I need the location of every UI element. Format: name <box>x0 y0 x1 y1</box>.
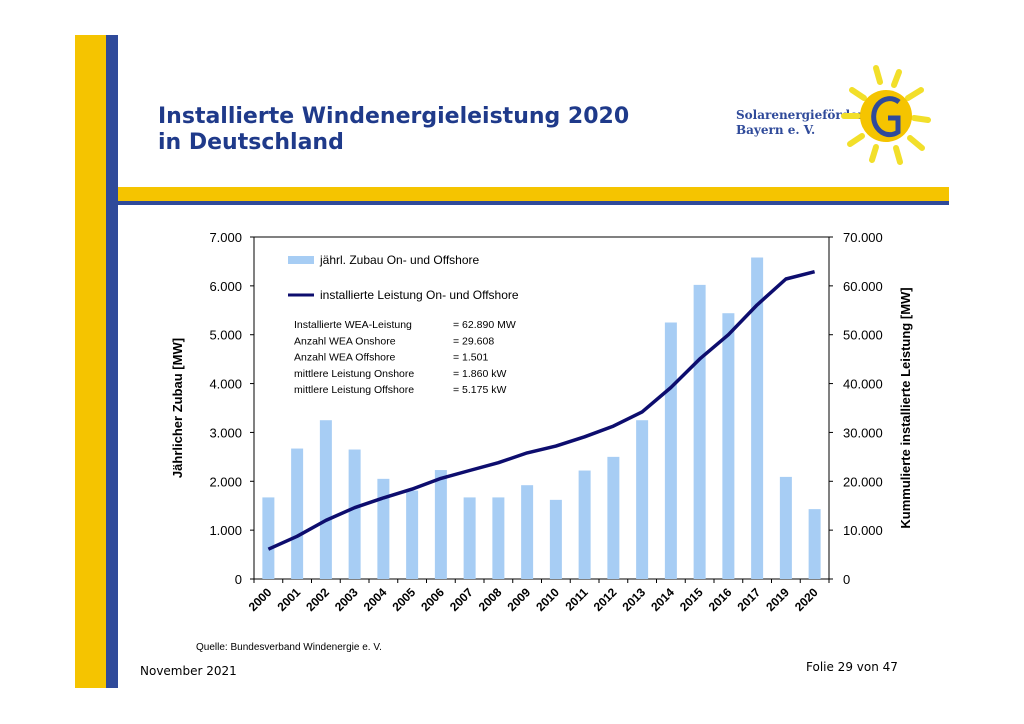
y-tick-label-right: 20.000 <box>843 474 883 489</box>
bar-2020 <box>808 509 821 579</box>
y-tick-label-right: 10.000 <box>843 523 883 538</box>
y-axis-right: 0 10.000 20.000 30.000 40.000 50.000 60.000 70.… <box>829 230 883 587</box>
bar-series <box>262 257 821 579</box>
y-axis-label-left: Jährlicher Zubau [MW] <box>170 338 185 478</box>
x-tick-label: 2011 <box>562 585 591 614</box>
x-axis: 2000 2001 2002 2003 2004 2005 2006 2007 2008 2009… <box>246 579 830 614</box>
annotation-label: Installierte WEA-Leistung <box>294 319 412 331</box>
y-tick-label-right: 40.000 <box>843 377 883 392</box>
x-tick-label: 2002 <box>303 585 332 614</box>
bar-2012 <box>607 456 620 579</box>
bar-2005 <box>406 490 419 579</box>
title-line-1: Installierte Windenergieleistung 2020 <box>158 104 630 129</box>
x-tick-label: 2017 <box>734 585 763 614</box>
bar-2017 <box>751 257 764 579</box>
bar-2015 <box>693 284 706 579</box>
annotation-label: Anzahl WEA Onshore <box>294 335 396 347</box>
y-axis-label-right: Kummulierte installierte Leistung [MW] <box>898 287 913 528</box>
bar-2001 <box>291 448 304 579</box>
bar-2007 <box>463 497 476 579</box>
x-tick-label: 2000 <box>246 585 275 614</box>
bar-2014 <box>664 322 677 579</box>
y-axis-left: 0 1.000 2.000 3.000 4.000 5.000 6.000 7.000 <box>209 230 254 587</box>
annotation-label: Anzahl WEA Offshore <box>294 352 396 364</box>
x-tick-label: 2005 <box>389 585 418 614</box>
x-tick-label: 2004 <box>361 585 390 614</box>
logo-line-2: Bayern e. V. <box>736 123 816 137</box>
sun-icon <box>841 65 931 165</box>
y-tick-label-right: 70.000 <box>843 230 883 245</box>
bar-2010 <box>549 499 562 579</box>
legend: jährl. Zubau On- und Offshore installier… <box>288 253 519 302</box>
annotation-value: = 1.860 kW <box>453 368 506 380</box>
annotation-value: = 5.175 kW <box>453 384 506 396</box>
legend-line-label: installierte Leistung On- und Offshore <box>320 288 519 302</box>
bar-2009 <box>521 485 534 579</box>
y-tick-label-left: 4.000 <box>209 377 242 392</box>
x-tick-label: 2013 <box>619 585 648 614</box>
x-tick-label: 2015 <box>677 585 706 614</box>
annotation-value: = 29.608 <box>453 335 494 347</box>
footer-date: November 2021 <box>140 664 237 678</box>
bar-2016 <box>722 313 735 579</box>
x-tick-label: 2001 <box>274 585 303 614</box>
annotation-value: = 1.501 <box>453 352 488 364</box>
logo: Solarenergieförderverein Bayern e. V. <box>736 60 936 170</box>
y-tick-label-left: 1.000 <box>209 523 242 538</box>
page-number: Folie 29 von 47 <box>806 660 898 674</box>
legend-bar-label: jährl. Zubau On- und Offshore <box>319 253 480 267</box>
x-tick-label: 2010 <box>533 585 562 614</box>
bar-2000 <box>262 497 275 579</box>
x-tick-label: 2006 <box>418 585 447 614</box>
y-tick-label-right: 0 <box>843 572 850 587</box>
x-tick-label: 2009 <box>504 585 533 614</box>
bar-2013 <box>636 420 649 579</box>
y-tick-label-right: 30.000 <box>843 425 883 440</box>
source-note: Quelle: Bundesverband Windenergie e. V. <box>196 642 382 653</box>
y-tick-label-left: 7.000 <box>209 230 242 245</box>
bar-2008 <box>492 497 505 579</box>
x-tick-label: 2003 <box>332 585 361 614</box>
line-series <box>267 270 816 551</box>
y-tick-label-left: 0 <box>235 572 242 587</box>
x-tick-label: 2007 <box>447 585 476 614</box>
bar-2006 <box>434 470 447 579</box>
decor-yellow-horizontal-bar <box>118 187 949 201</box>
x-tick-label: 2020 <box>792 585 821 614</box>
x-tick-label: 2014 <box>648 585 677 614</box>
y-tick-label-left: 6.000 <box>209 279 242 294</box>
bar-2002 <box>319 420 332 579</box>
x-tick-label: 2012 <box>591 585 620 614</box>
y-tick-label-left: 2.000 <box>209 474 242 489</box>
title-line-2: in Deutschland <box>158 130 344 155</box>
bar-2019 <box>779 476 792 579</box>
decor-blue-horizontal-bar <box>118 201 949 205</box>
decor-yellow-vertical-bar <box>75 35 106 688</box>
y-tick-label-left: 5.000 <box>209 328 242 343</box>
bar-2003 <box>348 449 361 579</box>
x-tick-label: 2016 <box>706 585 735 614</box>
bar-2011 <box>578 470 591 579</box>
bar-2004 <box>377 478 390 579</box>
y-tick-label-left: 3.000 <box>209 425 242 440</box>
decor-blue-vertical-bar <box>106 35 118 688</box>
y-tick-label-right: 60.000 <box>843 279 883 294</box>
annotation-label: mittlere Leistung Onshore <box>294 368 414 380</box>
annotation-value: = 62.890 MW <box>453 319 516 331</box>
x-tick-label: 2008 <box>476 585 505 614</box>
x-tick-label: 2019 <box>763 585 792 614</box>
slide-title: Installierte Windenergieleistung 2020 in… <box>158 104 629 156</box>
legend-bar-swatch <box>288 256 314 264</box>
y-tick-label-right: 50.000 <box>843 328 883 343</box>
stats-annotation: Installierte WEA-Leistung = 62.890 MW Anza… <box>294 319 516 396</box>
annotation-label: mittlere Leistung Offshore <box>294 384 414 396</box>
